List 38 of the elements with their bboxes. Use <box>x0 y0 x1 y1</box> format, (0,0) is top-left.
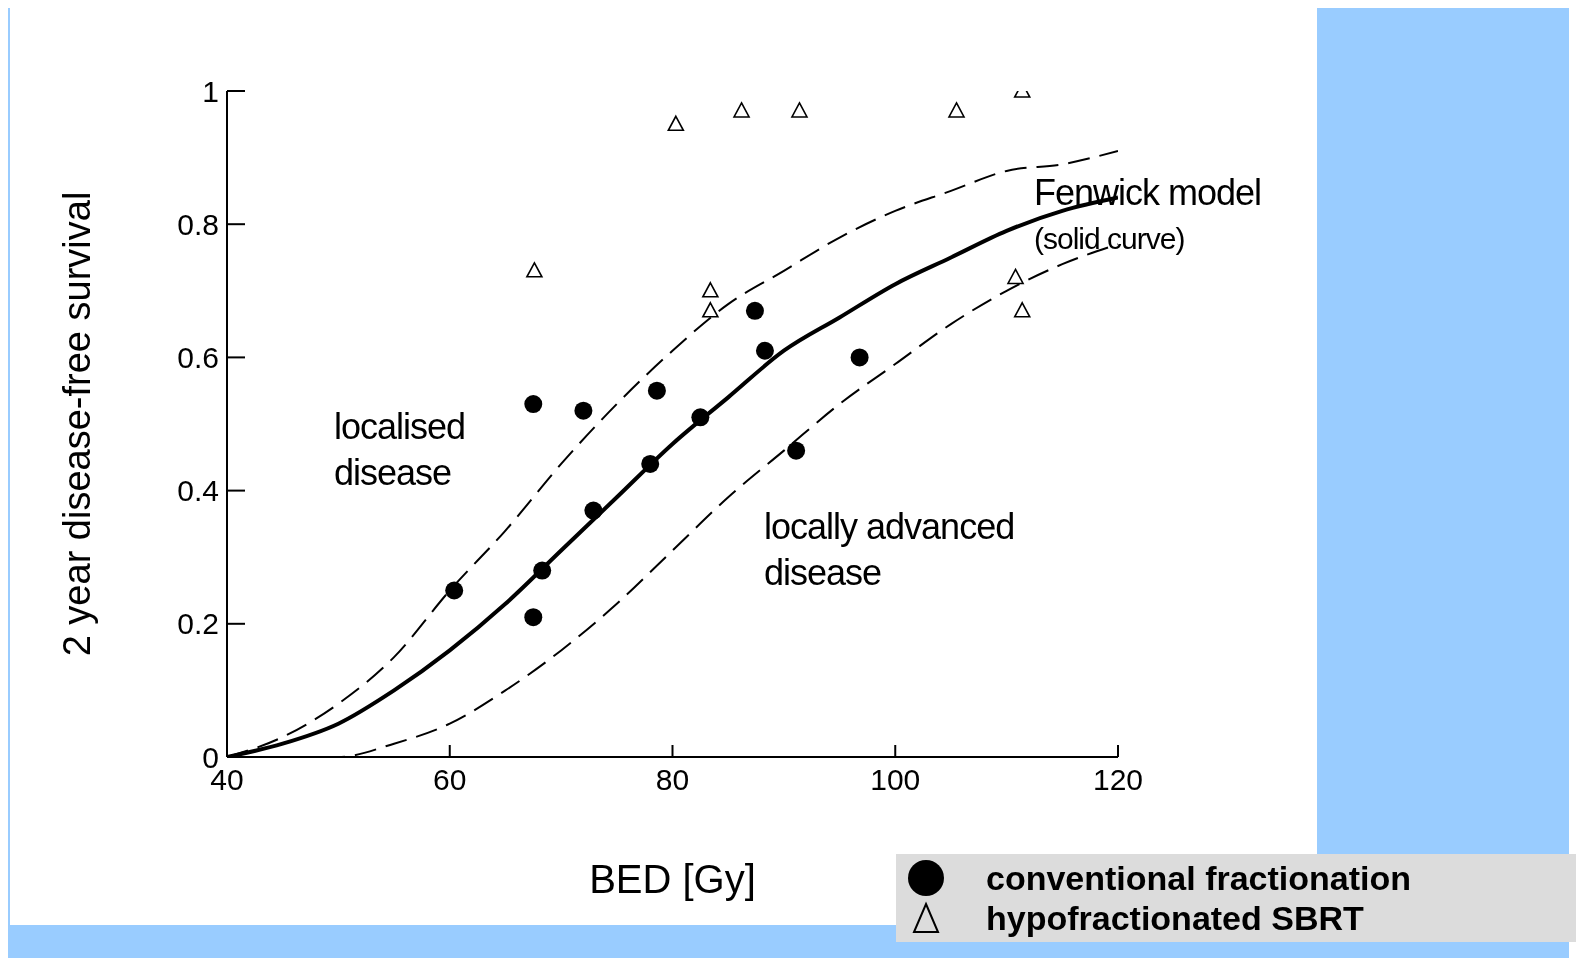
y-tick-label: 0.2 <box>177 607 219 641</box>
y-tick-label: 0.4 <box>177 474 219 508</box>
point <box>647 381 666 400</box>
point <box>641 454 660 473</box>
y-axis-title: 2 year disease-free survival <box>56 191 99 657</box>
point <box>574 401 593 420</box>
point <box>791 102 808 118</box>
legend-label: hypofractionated SBRT <box>986 898 1364 938</box>
point <box>850 348 869 367</box>
point <box>702 282 719 298</box>
point <box>667 115 685 132</box>
point <box>445 581 464 600</box>
point <box>1013 301 1031 318</box>
point <box>526 262 543 278</box>
point <box>702 301 719 318</box>
y-tick-label: 1 <box>202 74 219 108</box>
x-tick-label: 80 <box>655 763 690 797</box>
annotation: localised disease <box>334 405 466 495</box>
x-tick-label: 120 <box>1092 763 1144 797</box>
x-tick-label: 60 <box>433 763 467 797</box>
point <box>524 395 543 414</box>
x-tick-label: 100 <box>870 763 921 797</box>
x-axis-title: BED [Gy] <box>589 857 756 901</box>
point <box>691 408 710 427</box>
legend-label: conventional fractionation <box>986 858 1412 898</box>
point <box>533 561 552 580</box>
point <box>787 441 806 460</box>
y-tick-label: 0.8 <box>177 207 219 241</box>
point <box>1007 268 1024 285</box>
point <box>948 102 965 118</box>
point <box>524 608 543 627</box>
point <box>745 301 764 320</box>
point <box>733 102 750 118</box>
y-tick-label: 0.6 <box>177 341 219 375</box>
point <box>584 501 603 520</box>
annotation: Fenwick model (solid curve) <box>1034 171 1262 257</box>
annotation: locally advanced disease <box>764 505 1015 595</box>
point <box>755 341 774 360</box>
